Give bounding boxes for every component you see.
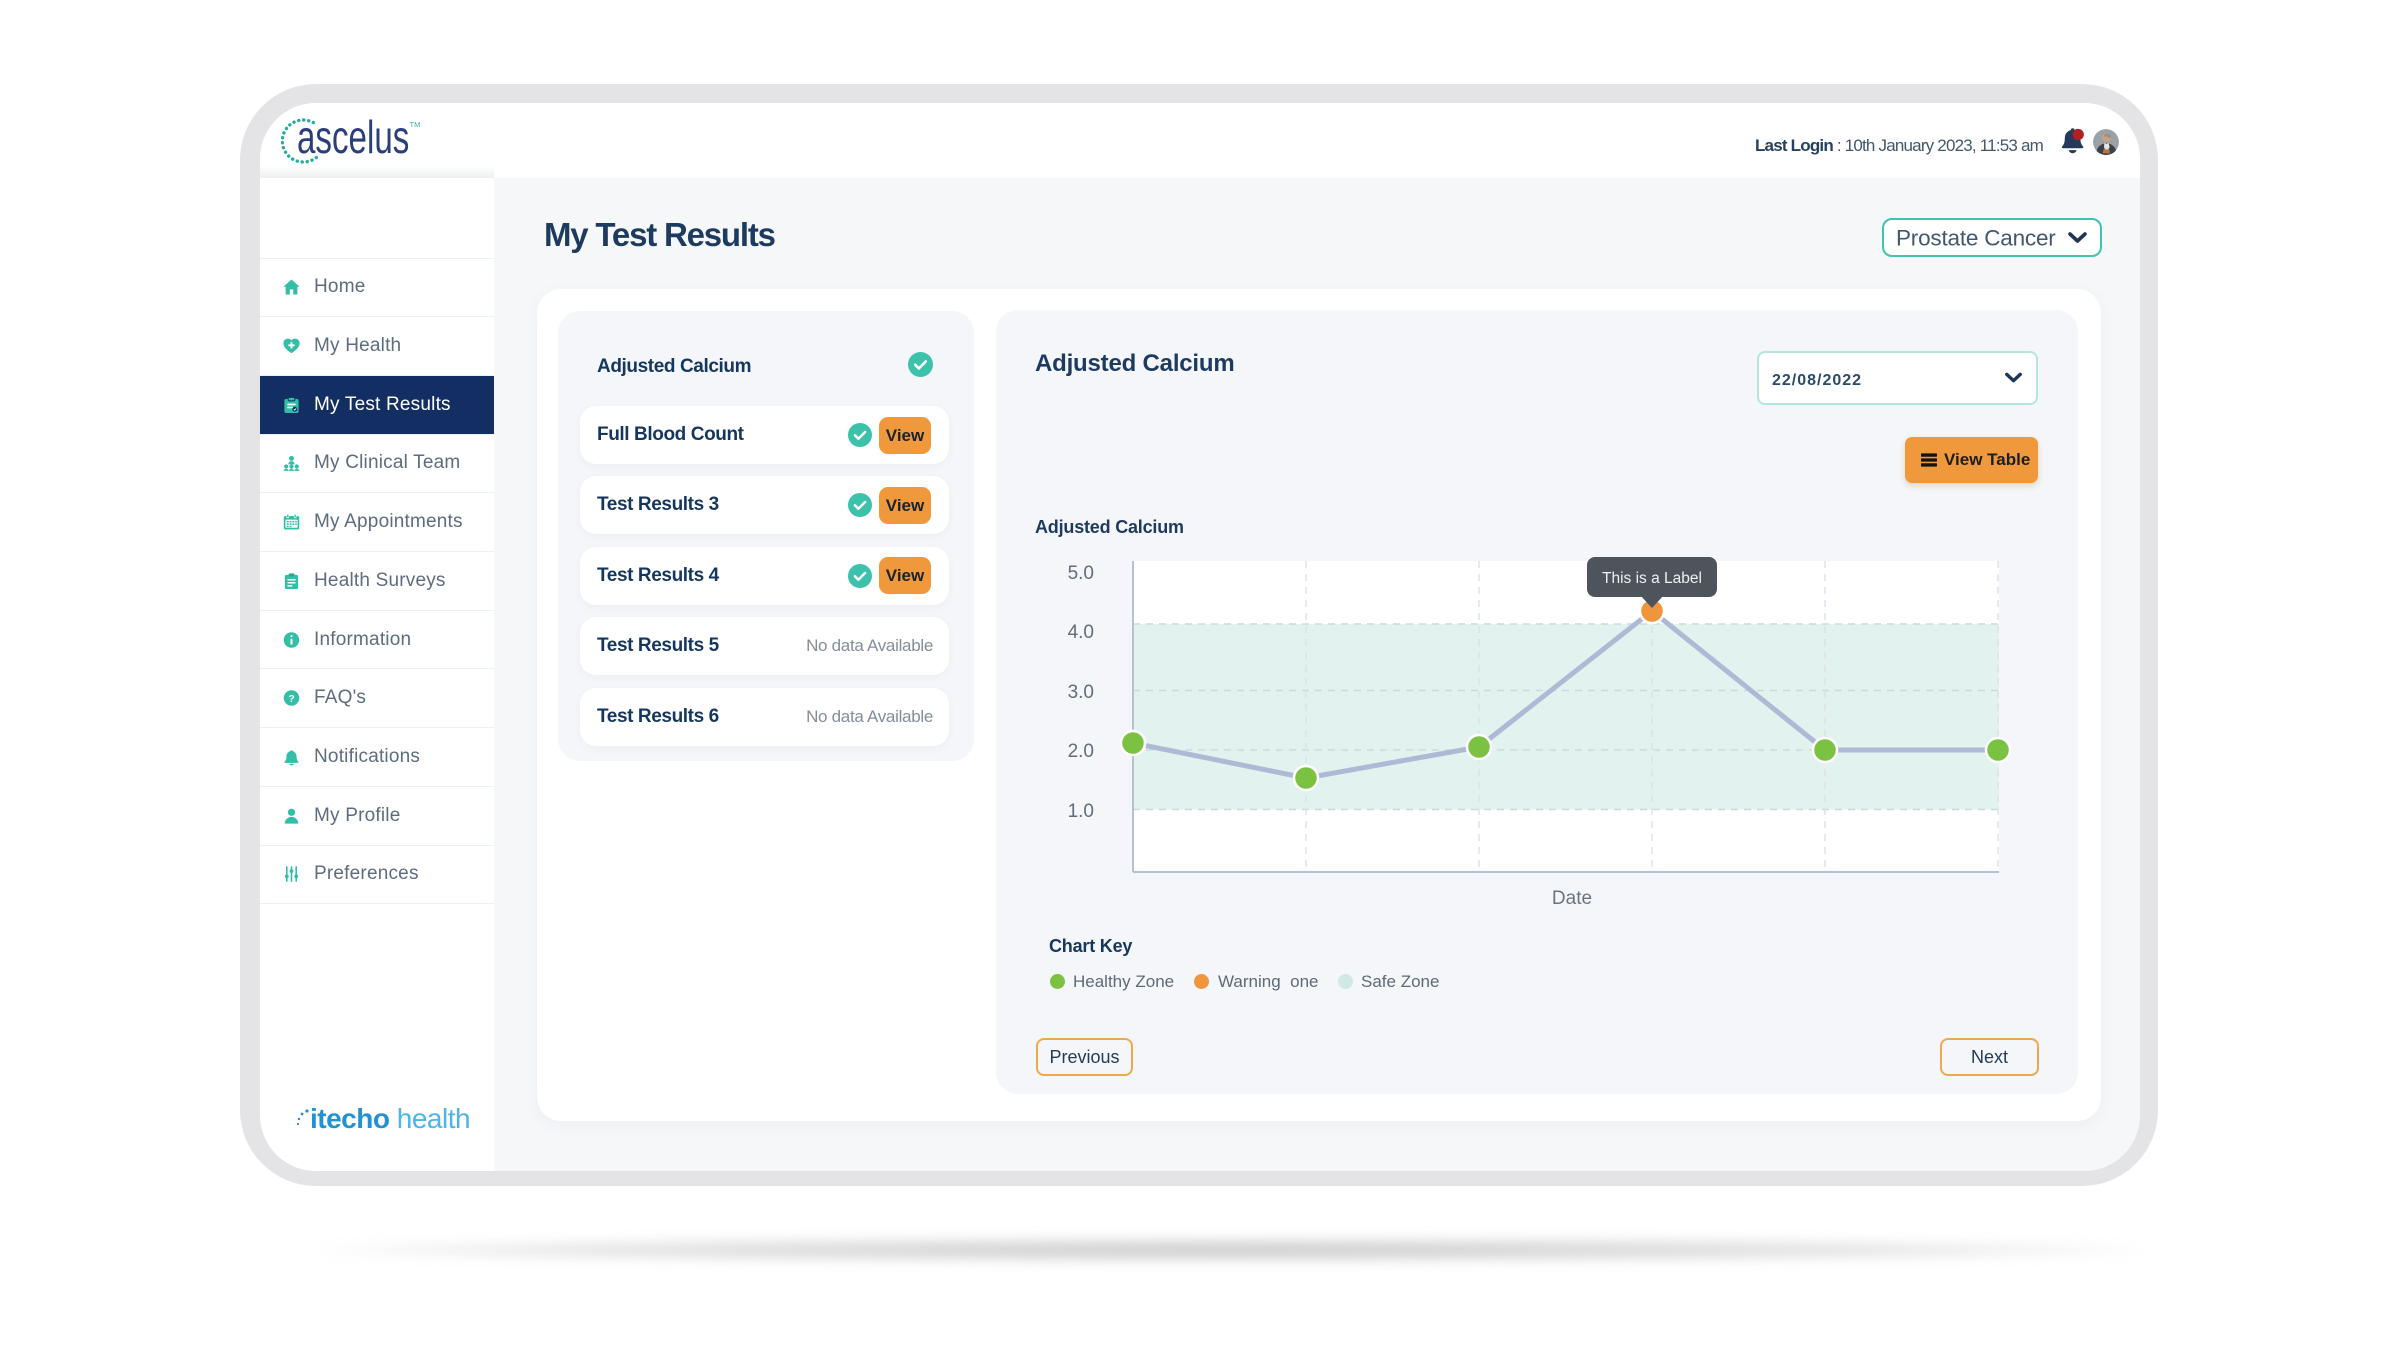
svg-text:2.0: 2.0 <box>1068 741 1094 762</box>
svg-text:4.0: 4.0 <box>1068 622 1094 643</box>
svg-text:5.0: 5.0 <box>1068 563 1094 584</box>
svg-text:This is a Label: This is a Label <box>1602 570 1702 587</box>
svg-text:TM: TM <box>410 120 421 129</box>
svg-text:3.0: 3.0 <box>1068 682 1094 703</box>
svg-text:ascelus: ascelus <box>297 113 409 163</box>
svg-text:Date: Date <box>1552 888 1592 909</box>
svg-text:?: ? <box>288 694 294 705</box>
svg-text:1.0: 1.0 <box>1068 801 1094 822</box>
